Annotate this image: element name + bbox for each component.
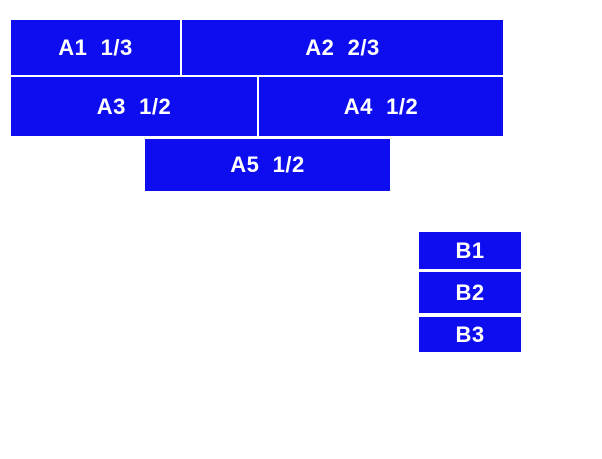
box-b1[interactable]: B1 [419,232,521,269]
box-b3-label: B3 [455,321,485,347]
box-b3[interactable]: B3 [419,317,521,352]
box-a2-label: A2 2/3 [305,34,380,60]
box-b2[interactable]: B2 [419,272,521,313]
box-a3[interactable]: A3 1/2 [11,77,257,136]
box-b2-label: B2 [455,279,485,305]
box-a3-label: A3 1/2 [96,93,172,119]
box-b1-label: B1 [455,237,485,263]
box-a4[interactable]: A4 1/2 [259,77,503,136]
box-a5[interactable]: A5 1/2 [145,139,390,191]
box-a4-label: A4 1/2 [343,93,419,119]
box-a2[interactable]: A2 2/3 [182,20,503,75]
box-a1[interactable]: A1 1/3 [11,20,180,75]
box-a5-label: A5 1/2 [230,152,305,177]
box-a1-label: A1 1/3 [58,34,133,60]
